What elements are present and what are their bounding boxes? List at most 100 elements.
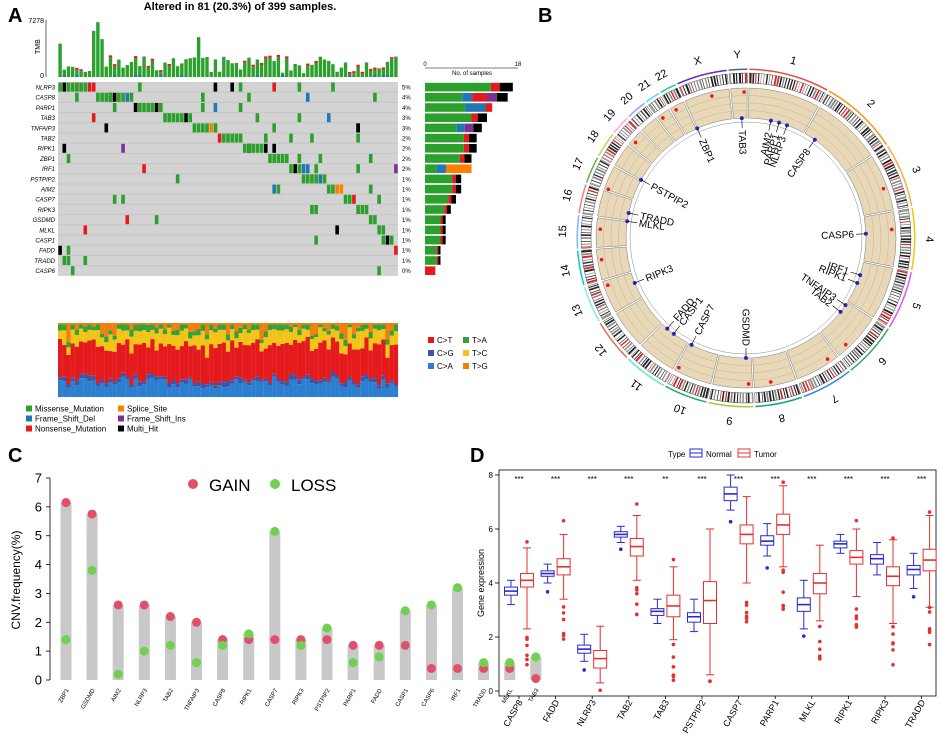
chromosome-label: 15 [557,225,569,238]
cytoband [892,288,903,293]
tmb-bar-nonsense [79,69,83,72]
titv-bar-segment [326,380,331,383]
cytoband [880,313,891,320]
chromosome-label: X [693,55,704,69]
circos-gene-label: RIPK3 [644,263,675,284]
titv-bar-segment [314,384,319,397]
gene-count-bar [425,246,437,255]
titv-bar-segment [385,339,390,345]
cytoband [781,77,786,88]
titv-bar-segment [175,349,180,384]
titv-bar-segment [393,323,399,325]
tmb-bar [138,66,142,77]
tmb-bar-nonsense [373,67,377,70]
box-significance: *** [807,475,816,484]
cytoband [804,380,810,391]
cytoband [864,131,873,139]
titv-bar-segment [104,336,109,343]
titv-bar-segment [360,330,365,349]
gene-label: TNFAIP3 [31,126,56,132]
cytoband [856,122,865,131]
cytoband [802,381,808,392]
titv-bar-segment [259,351,264,380]
mutation-cell [138,103,142,112]
chromosome-color-arc [677,69,727,85]
cnv-bar [373,645,385,680]
titv-legend-swatch [463,337,469,343]
cytoband [870,140,880,148]
titv-bar-segment [125,375,130,380]
titv-bar-segment [221,382,227,388]
variant-legend-label: Frame_Shift_Ins [127,415,186,424]
titv-bar-segment [234,331,239,339]
titv-bar-segment [74,381,80,386]
box-x-tick-label: NLRP3 [575,698,598,728]
tmb-bar [188,58,192,77]
box-outlier [619,547,623,552]
tmb-bar-del [381,75,386,77]
tmb-bar [79,71,83,77]
variant-legend-swatch [26,425,32,432]
titv-bar-segment [183,324,189,329]
track-gridline [748,95,815,114]
cytoband [886,301,897,307]
mutation-cell [108,92,113,102]
tmb-bar [171,58,176,77]
track-gridline [646,339,677,363]
gene-count-bar [425,266,436,275]
track-gridline [694,111,732,122]
mutation-cell [201,103,205,112]
titv-bar-segment [120,372,126,377]
cytoband [809,378,816,389]
gene-count-bar [445,164,472,173]
cytoband [795,384,801,395]
titv-bar-segment [125,330,130,340]
titv-bar-segment [70,377,75,381]
track-gridline [646,123,661,136]
tmb-bar [335,71,339,77]
titv-bar-segment [280,381,285,385]
tmb-bar [293,63,297,77]
cytoband [588,284,599,289]
cytoband [889,295,900,301]
gene-count-bar [442,215,446,224]
tmb-bar [322,59,327,77]
cytoband [594,298,604,304]
gene-label: AIM2 [40,188,56,194]
titv-bar-segment [225,340,231,352]
cytoband [628,121,637,130]
cytoband [893,187,904,192]
mutation-cell [154,215,159,225]
mutation-cell [238,103,243,112]
titv-bar-segment [385,323,390,340]
titv-bar-segment [209,324,214,331]
gene-count-bar [425,235,441,245]
cytoband [736,392,739,403]
chromosome-color-arc [910,208,916,271]
titv-bar-segment [137,324,143,332]
titv-bar-segment [360,324,365,331]
tmb-bar [268,57,272,77]
titv-bar-segment [62,330,67,346]
cytoband [667,91,674,102]
mutation-cell [377,225,381,235]
titv-bar-segment [393,344,399,385]
titv-legend-swatch [428,363,434,369]
titv-bar-segment [116,378,122,383]
titv-bar-segment [62,376,67,382]
gene-percent: 1% [402,188,411,194]
tmb-bar-nonsense [352,71,356,74]
titv-bar-segment [58,324,63,331]
cytoband [865,133,875,141]
tmb-bar [377,68,381,77]
titv-bar-segment [272,324,277,330]
cytoband [672,376,679,387]
track-gridline [732,102,748,104]
mutation-cell [213,103,218,112]
chromosome-label: 8 [778,411,786,424]
titv-bar-segment [162,376,168,380]
tmb-bar-del [180,75,184,77]
chromosome-color-arc [665,385,707,403]
cnv-y-tick-label: 2 [35,615,42,630]
mutation-cell [125,215,130,225]
